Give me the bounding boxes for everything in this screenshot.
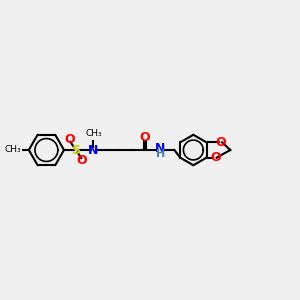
Text: O: O	[210, 151, 220, 164]
Text: CH₃: CH₃	[4, 146, 21, 154]
Text: CH₃: CH₃	[85, 129, 102, 138]
Text: N: N	[155, 142, 165, 155]
Text: S: S	[71, 143, 80, 157]
Text: O: O	[215, 136, 226, 149]
Text: N: N	[88, 143, 99, 157]
Text: O: O	[140, 131, 150, 144]
Text: H: H	[155, 149, 165, 159]
Text: O: O	[64, 133, 75, 146]
Text: O: O	[76, 154, 87, 167]
